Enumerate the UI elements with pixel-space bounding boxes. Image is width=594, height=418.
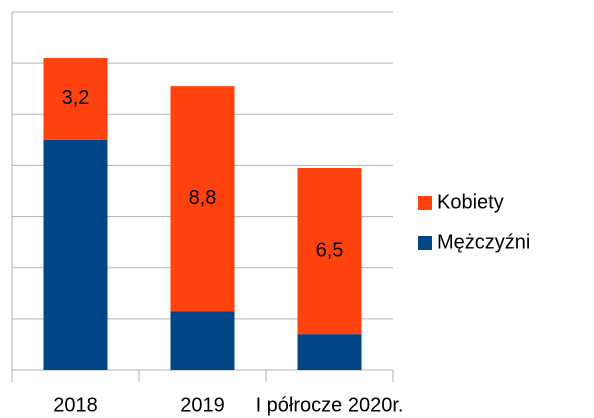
legend-swatch xyxy=(418,236,432,250)
x-tick-label: 2018 xyxy=(53,394,98,416)
bar-segment xyxy=(297,167,362,335)
value-label: 6,5 xyxy=(316,239,344,261)
x-tick-label: I półrocze 2020r. xyxy=(256,394,404,416)
legend-label: Kobiety xyxy=(437,191,504,213)
legend-swatch xyxy=(418,196,432,210)
legend-label: Mężczyźni xyxy=(437,231,530,253)
bar-segment xyxy=(43,58,108,140)
bar-segment xyxy=(297,334,362,370)
value-label: 3,2 xyxy=(62,87,90,109)
x-tick-label: 2019 xyxy=(180,394,225,416)
bar-segment xyxy=(170,86,235,312)
bar-segment xyxy=(43,139,108,370)
bar-segment xyxy=(170,311,235,370)
value-label: 8,8 xyxy=(189,187,217,209)
